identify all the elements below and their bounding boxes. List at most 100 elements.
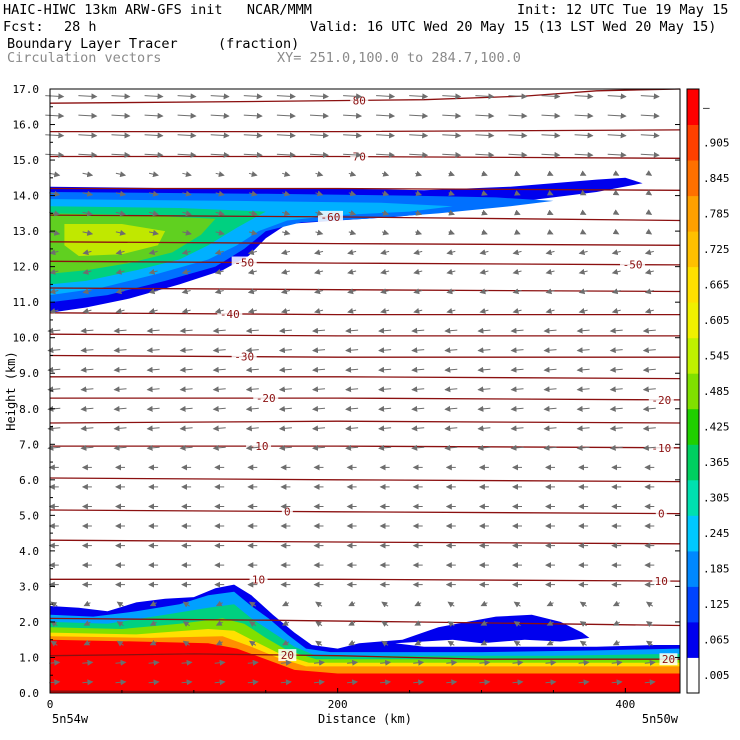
- circulation-vector: [312, 444, 326, 451]
- isotherm-line: [49, 420, 681, 424]
- circulation-vector: [607, 151, 627, 158]
- circulation-vector: [214, 659, 226, 666]
- valid-time: Valid: 16 UTC Wed 20 May 15 (13 LST Wed …: [310, 19, 717, 35]
- circulation-vector: [576, 425, 590, 432]
- circulation-vector: [480, 639, 488, 646]
- isotherm-label: -10: [651, 442, 671, 455]
- circulation-vector: [315, 601, 323, 608]
- circulation-vector: [381, 621, 389, 627]
- circulation-vector: [45, 151, 65, 158]
- circulation-vector: [248, 601, 257, 608]
- circulation-vector: [49, 307, 59, 314]
- circulation-vector: [607, 93, 627, 100]
- circulation-vector: [182, 640, 190, 647]
- circulation-vector: [611, 307, 621, 314]
- circulation-vector: [512, 659, 524, 666]
- circulation-vector: [282, 190, 291, 197]
- circulation-vector: [413, 268, 423, 275]
- circulation-vector: [612, 189, 620, 196]
- y-tick-label: 3.0: [19, 580, 39, 593]
- circulation-vector: [49, 249, 59, 256]
- x-endpoint-right: 5n50w: [642, 712, 679, 726]
- circulation-vector: [378, 347, 392, 354]
- circulation-vector: [49, 190, 61, 197]
- circulation-vector: [446, 288, 456, 295]
- circulation-vector: [612, 620, 620, 626]
- circulation-vector: [115, 659, 127, 666]
- circulation-vector: [546, 639, 554, 646]
- circulation-vector: [177, 93, 197, 100]
- circulation-vector: [644, 288, 654, 295]
- circulation-vector: [182, 621, 190, 627]
- isotherm-label: -20: [651, 394, 671, 407]
- circulation-vector: [116, 640, 124, 647]
- circulation-vector: [642, 347, 656, 354]
- circulation-vector: [282, 620, 290, 626]
- colorbar-tick-label: .845: [703, 172, 730, 185]
- circulation-vector: [280, 679, 292, 686]
- circulation-vector: [514, 229, 521, 235]
- circulation-vector: [347, 249, 357, 256]
- circulation-vector: [248, 210, 258, 217]
- circulation-vector: [574, 112, 594, 119]
- circulation-vector: [376, 151, 396, 158]
- isotherm-label: 80: [353, 94, 366, 107]
- circulation-vector: [578, 679, 590, 686]
- circulation-vector: [82, 268, 92, 275]
- circulation-vector: [111, 132, 131, 139]
- circulation-vector: [347, 307, 357, 314]
- circulation-vector: [444, 347, 458, 354]
- circulation-vector: [144, 112, 164, 119]
- circulation-vector: [179, 366, 193, 373]
- isotherm-label-bg: [278, 649, 297, 662]
- circulation-vector: [447, 640, 455, 647]
- circulation-vector: [148, 288, 158, 295]
- circulation-vector: [50, 640, 58, 647]
- circulation-vector: [477, 405, 491, 412]
- circulation-vector: [381, 170, 390, 177]
- circulation-vector: [45, 132, 65, 139]
- circulation-vector: [113, 327, 127, 334]
- circulation-vector: [411, 425, 425, 432]
- colorbar-swatch: [687, 266, 699, 303]
- colorbar-tick-label: .245: [703, 527, 730, 540]
- circulation-vector: [212, 425, 226, 432]
- circulation-vector: [212, 386, 226, 393]
- circulation-vector: [276, 151, 296, 158]
- x-tick-label: 200: [328, 698, 348, 711]
- circulation-vector: [477, 327, 491, 334]
- circulation-vector: [612, 639, 620, 646]
- circulation-vector: [477, 425, 491, 432]
- circulation-vector: [314, 268, 324, 275]
- x-tick-label: 0: [47, 698, 54, 711]
- circulation-vector: [116, 621, 124, 627]
- circulation-vector: [82, 229, 94, 236]
- xy-range: XY= 251.0,100.0 to 284.7,100.0: [277, 50, 521, 66]
- circulation-vector: [312, 425, 326, 432]
- circulation-vector: [376, 93, 396, 100]
- circulation-vector: [645, 189, 653, 196]
- circulation-vector: [247, 249, 257, 256]
- circulation-vector: [78, 132, 98, 139]
- circulation-vector: [381, 229, 390, 236]
- circulation-vector: [148, 190, 159, 197]
- isotherm-label-bg: [659, 653, 678, 666]
- colorbar-tick-label: .365: [703, 456, 730, 469]
- circulation-vector: [315, 640, 323, 647]
- isotherm-line: [50, 187, 681, 191]
- circulation-vector: [245, 405, 259, 412]
- circulation-vector: [380, 249, 390, 256]
- circulation-vector: [579, 228, 587, 235]
- circulation-vector: [477, 366, 491, 373]
- circulation-vector: [442, 112, 462, 119]
- circulation-vector: [578, 288, 588, 295]
- circulation-vector: [642, 386, 656, 393]
- circulation-vector: [475, 151, 495, 158]
- isotherm-label-bg: [620, 258, 646, 271]
- circulation-vector: [642, 405, 656, 412]
- circulation-vector: [545, 268, 555, 275]
- circulation-vector: [148, 307, 158, 314]
- circulation-vector: [611, 659, 623, 666]
- circulation-vector: [111, 151, 131, 158]
- circulation-vector: [409, 112, 429, 119]
